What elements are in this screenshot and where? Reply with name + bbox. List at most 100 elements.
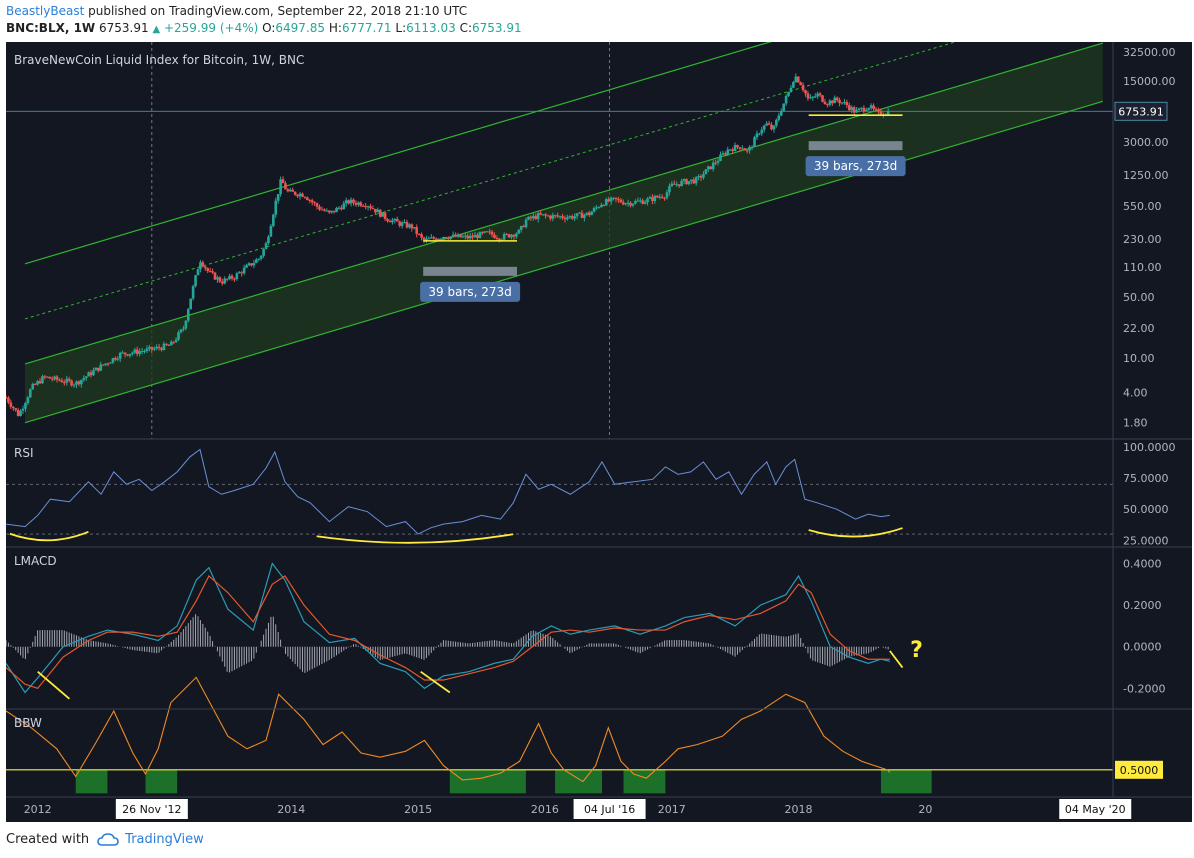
date-marker-label: 26 Nov '12	[122, 803, 181, 816]
candle-up	[177, 332, 180, 340]
candle-up	[118, 352, 122, 359]
candle-up	[196, 269, 200, 276]
candle-up	[816, 93, 819, 97]
author-link[interactable]: BeastlyBeast	[6, 4, 85, 18]
candle-up	[400, 222, 404, 226]
candle-down	[862, 107, 866, 112]
chart-canvas[interactable]: 39 bars, 273d 39 bars, 273d BraveNewCoin L…	[0, 42, 1194, 824]
rsi-line	[6, 448, 890, 535]
open-key: O:	[262, 21, 276, 35]
candle-up	[646, 198, 649, 203]
candle-down	[505, 234, 508, 236]
date-range-bar	[423, 266, 518, 276]
candle-up	[262, 249, 265, 256]
candle-down	[444, 237, 448, 239]
candle-up	[21, 408, 25, 411]
candle-up	[330, 210, 333, 213]
date-marker-label: 04 Jul '16	[584, 803, 635, 816]
candle-up	[592, 208, 596, 212]
candle-down	[607, 199, 610, 202]
candle-up	[833, 97, 836, 104]
bbw-threshold-label: 0.5000	[1120, 764, 1159, 777]
candle-down	[106, 363, 110, 365]
change-label: +259.99 (+4%)	[163, 21, 259, 35]
candle-up	[590, 211, 593, 216]
candle-up	[643, 202, 647, 204]
candle-up	[36, 381, 39, 385]
candle-down	[352, 199, 355, 203]
candle-down	[293, 191, 297, 195]
candle-down	[213, 272, 217, 280]
candle-up	[429, 237, 433, 239]
candle-up	[111, 358, 115, 363]
candle-down	[240, 272, 244, 274]
candle-down	[208, 270, 212, 272]
candle-up	[612, 197, 615, 199]
candle-up	[427, 238, 431, 240]
candle-down	[327, 210, 331, 213]
candle-up	[668, 186, 671, 193]
candle-up	[809, 97, 812, 99]
candle-down	[77, 381, 81, 385]
candle-down	[318, 206, 321, 210]
price-tick-label: 22.00	[1123, 322, 1155, 335]
candle-up	[269, 225, 273, 237]
candle-down	[459, 234, 462, 238]
candle-down	[685, 179, 688, 185]
candle-down	[580, 212, 584, 219]
candle-up	[189, 298, 192, 310]
candle-up	[245, 265, 248, 268]
time-tick-label: 2016	[531, 803, 559, 816]
signal-line	[6, 575, 890, 690]
high-key: H:	[328, 21, 342, 35]
candle-down	[485, 231, 489, 233]
candle-down	[529, 216, 533, 219]
candle-up	[573, 216, 576, 219]
candle-up	[855, 110, 858, 113]
candle-up	[772, 125, 776, 130]
candle-down	[354, 202, 358, 205]
last-price-tag-label: 6753.91	[1118, 105, 1164, 118]
candle-down	[67, 378, 71, 381]
close-value: 6753.91	[472, 21, 522, 35]
candle-down	[476, 234, 479, 239]
price-tick-label: 1250.00	[1123, 169, 1169, 182]
rsi-highlight-arc	[808, 527, 903, 538]
candle-down	[211, 271, 214, 273]
bbw-label: BBW	[14, 716, 42, 730]
price-tick-label: 550.00	[1123, 200, 1162, 213]
footer: Created with TradingView	[6, 832, 204, 847]
candle-up	[813, 96, 817, 98]
channel-upper-line	[24, 42, 772, 265]
date-range-bar	[808, 141, 903, 151]
candle-up	[298, 193, 302, 197]
price-tick-label: 3000.00	[1123, 136, 1169, 149]
candle-up	[687, 181, 691, 185]
candle-up	[524, 219, 528, 228]
time-tick-label: 2015	[404, 803, 432, 816]
candle-down	[838, 100, 841, 104]
candle-down	[799, 82, 802, 86]
candle-down	[206, 268, 210, 271]
candle-down	[651, 197, 654, 202]
candle-up	[775, 119, 778, 126]
candle-up	[391, 220, 394, 223]
candle-down	[847, 105, 851, 111]
candle-up	[87, 372, 90, 377]
candle-down	[549, 215, 552, 219]
candle-up	[869, 105, 873, 108]
candle-down	[233, 278, 236, 280]
candle-down	[745, 150, 749, 152]
candle-down	[225, 278, 229, 280]
rsi-tick-label: 25.0000	[1123, 534, 1169, 547]
candle-up	[828, 100, 832, 105]
candle-up	[349, 199, 353, 204]
candle-down	[507, 234, 511, 238]
tradingview-logo[interactable]: TradingView	[97, 832, 204, 847]
candle-up	[626, 202, 630, 204]
candle-up	[381, 212, 384, 217]
candle-up	[264, 243, 268, 250]
candle-up	[121, 352, 124, 354]
low-key: L:	[395, 21, 407, 35]
candle-down	[767, 123, 771, 125]
